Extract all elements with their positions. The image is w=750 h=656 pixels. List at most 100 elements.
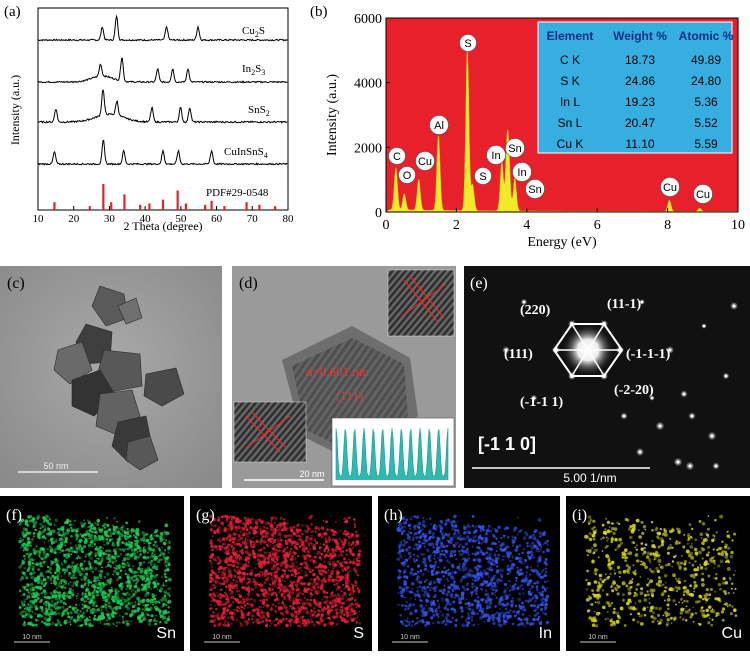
element-signal-dot <box>72 524 74 526</box>
element-signal-dot <box>69 605 72 608</box>
element-signal-dot <box>97 519 101 523</box>
element-signal-dot <box>104 576 106 578</box>
table-cell: 11.10 <box>625 137 654 151</box>
peak-label-cu: Cu <box>416 152 435 171</box>
element-signal-dot <box>229 564 232 567</box>
xrd-xlabel: 2 Theta (degree) <box>123 219 202 232</box>
element-signal-dot <box>222 577 225 580</box>
element-signal-dot <box>107 579 109 581</box>
element-signal-dot <box>405 518 408 521</box>
element-signal-dot <box>256 539 258 541</box>
element-signal-dot <box>511 588 514 592</box>
element-signal-dot <box>39 586 43 590</box>
element-signal-dot <box>226 595 228 597</box>
element-signal-dot <box>526 584 528 586</box>
element-signal-dot <box>250 526 252 528</box>
element-signal-dot <box>229 533 232 536</box>
element-signal-dot <box>150 569 152 571</box>
element-signal-dot <box>450 542 452 544</box>
element-signal-dot <box>324 538 326 540</box>
element-signal-dot <box>291 613 295 617</box>
element-signal-dot <box>239 544 243 548</box>
element-signal-dot <box>478 525 481 528</box>
element-signal-dot <box>139 569 141 571</box>
element-signal-dot <box>449 538 452 541</box>
element-signal-dot <box>445 604 448 607</box>
element-signal-dot <box>530 604 533 607</box>
element-signal-dot <box>85 600 87 602</box>
element-signal-dot <box>359 611 361 613</box>
element-signal-dot <box>131 544 134 547</box>
element-signal-dot <box>88 521 91 524</box>
element-signal-dot <box>407 536 411 540</box>
element-signal-dot <box>449 522 451 524</box>
element-signal-dot <box>274 522 276 524</box>
element-signal-dot <box>544 609 546 611</box>
spot-label-m1m1m1: (-1-1-1) <box>626 347 671 362</box>
element-signal-dot <box>472 612 476 616</box>
element-signal-dot <box>444 619 446 621</box>
element-signal-dot <box>315 562 317 564</box>
element-signal-dot <box>514 537 516 539</box>
element-signal-dot <box>242 540 246 544</box>
element-signal-dot <box>485 541 487 543</box>
element-signal-dot <box>529 558 531 560</box>
element-signal-dot <box>214 524 217 527</box>
element-signal-dot <box>71 597 73 599</box>
element-signal-dot <box>325 553 328 556</box>
element-signal-dot <box>339 538 342 541</box>
element-signal-dot <box>40 562 42 564</box>
element-signal-dot <box>57 600 59 602</box>
element-signal-dot <box>247 607 249 609</box>
element-signal-dot <box>406 559 408 561</box>
element-signal-dot <box>133 534 135 536</box>
element-signal-dot <box>157 588 159 590</box>
element-signal-dot <box>475 535 477 537</box>
element-signal-dot <box>241 566 245 570</box>
element-signal-dot <box>342 579 344 581</box>
element-signal-dot <box>76 598 78 600</box>
element-signal-dot <box>101 566 103 568</box>
element-signal-dot <box>219 539 222 542</box>
element-signal-dot <box>27 543 30 546</box>
element-signal-dot <box>107 562 109 564</box>
element-signal-dot <box>545 574 548 577</box>
element-signal-dot <box>264 571 267 574</box>
element-signal-dot <box>65 537 68 540</box>
element-signal-dot <box>334 553 337 556</box>
element-signal-dot <box>103 544 105 546</box>
element-signal-dot <box>247 549 249 551</box>
element-signal-dot <box>145 604 147 606</box>
element-signal-dot <box>57 546 61 550</box>
element-signal-dot <box>102 552 104 554</box>
element-signal-dot <box>216 592 218 594</box>
element-signal-dot <box>144 589 147 592</box>
element-signal-dot <box>474 600 477 603</box>
element-signal-dot <box>288 554 290 556</box>
element-signal-dot <box>255 582 259 586</box>
element-signal-dot <box>269 572 271 574</box>
element-signal-dot <box>422 573 425 576</box>
element-signal-dot <box>308 543 310 545</box>
element-signal-dot <box>335 579 337 581</box>
element-signal-dot <box>125 620 128 623</box>
element-signal-dot <box>121 525 124 528</box>
element-signal-dot <box>259 526 261 528</box>
element-signal-dot <box>453 550 456 553</box>
element-signal-dot <box>112 574 114 576</box>
element-signal-dot <box>520 572 523 575</box>
element-signal-dot <box>417 555 420 558</box>
element-signal-dot <box>326 547 329 550</box>
element-signal-dot <box>297 572 299 574</box>
element-signal-dot <box>509 590 511 592</box>
element-signal-dot <box>38 530 40 532</box>
element-signal-dot <box>300 562 303 565</box>
element-signal-dot <box>311 621 314 624</box>
element-signal-dot <box>36 592 38 594</box>
element-signal-dot <box>313 547 316 550</box>
element-signal-dot <box>151 560 153 562</box>
element-signal-dot <box>153 533 155 535</box>
element-signal-dot <box>264 581 267 584</box>
element-signal-dot <box>288 598 290 600</box>
element-signal-dot <box>50 572 52 574</box>
